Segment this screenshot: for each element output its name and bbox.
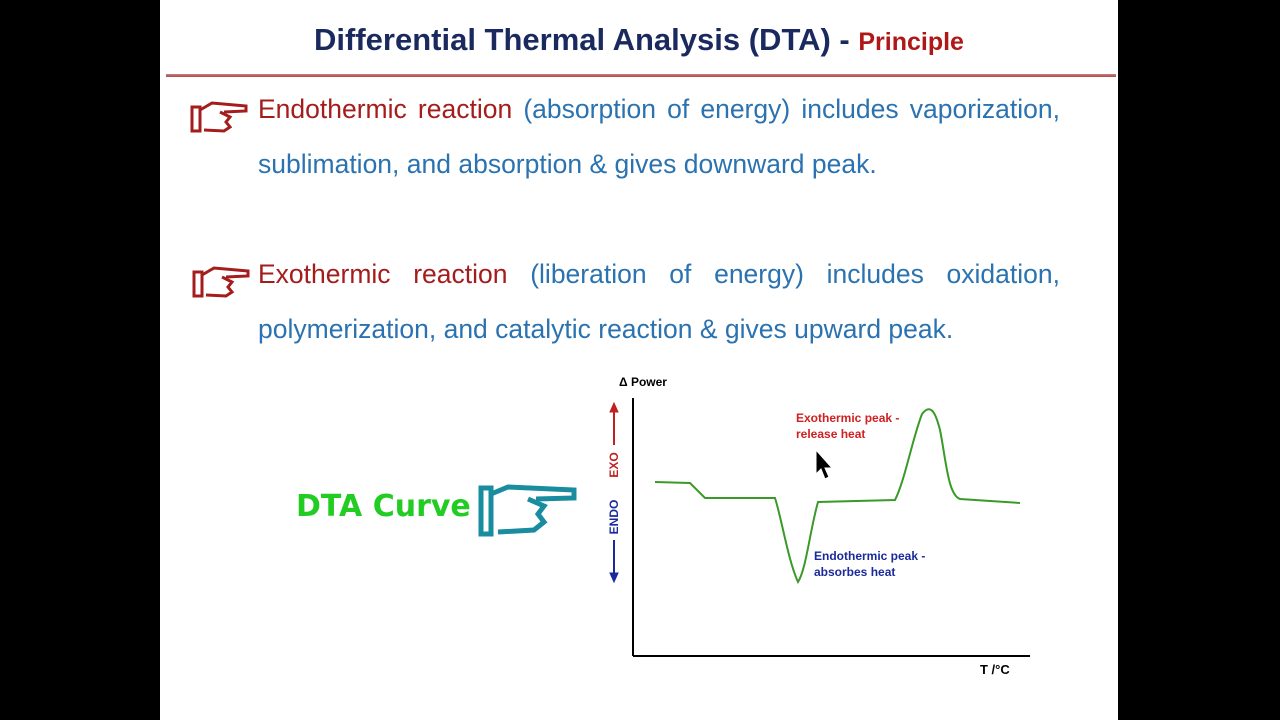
- pointer-icon: [478, 484, 577, 537]
- bullet: Exothermic reaction (liberation of energ…: [258, 247, 1060, 357]
- y-axis-label: Δ Power: [619, 375, 667, 389]
- slide-title: Differential Thermal Analysis (DTA) - Pr…: [160, 22, 1118, 58]
- title-subtitle: Principle: [858, 28, 964, 56]
- title-text: Differential Thermal Analysis (DTA): [314, 22, 831, 57]
- exo-arrowhead: [609, 401, 619, 413]
- title-rule: [166, 74, 1116, 77]
- title-separator: -: [839, 22, 850, 57]
- bullet-text: (absorption of energy) includes vaporiza…: [258, 94, 1060, 179]
- endo-arrowhead: [609, 572, 619, 584]
- bullet-term: Exothermic reaction: [258, 259, 508, 289]
- endo-annotation: Endothermic peak -: [814, 549, 925, 563]
- bullet: Endothermic reaction (absorption of ener…: [258, 82, 1060, 192]
- dta-diagram: Δ Power T /°C EXO ENDO Exothermic peak -…: [607, 375, 1030, 677]
- bullet-text: (liberation of energy) includes oxidatio…: [258, 259, 1060, 344]
- bullet-icon: [190, 101, 248, 133]
- x-axis-label: T /°C: [980, 662, 1010, 677]
- mouse-cursor: [815, 448, 834, 480]
- slide: Differential Thermal Analysis (DTA) - Pr…: [160, 0, 1118, 720]
- bullet-icon: [192, 266, 250, 298]
- dta-curve: [654, 408, 1021, 585]
- endo-annotation: absorbes heat: [814, 565, 895, 579]
- bullet-term: Endothermic reaction: [258, 94, 513, 124]
- endo-label: ENDO: [607, 500, 621, 535]
- curve-label: DTA Curve: [296, 489, 471, 524]
- exo-annotation: release heat: [796, 427, 865, 441]
- exo-label: EXO: [607, 452, 621, 477]
- exo-annotation: Exothermic peak -: [796, 411, 899, 425]
